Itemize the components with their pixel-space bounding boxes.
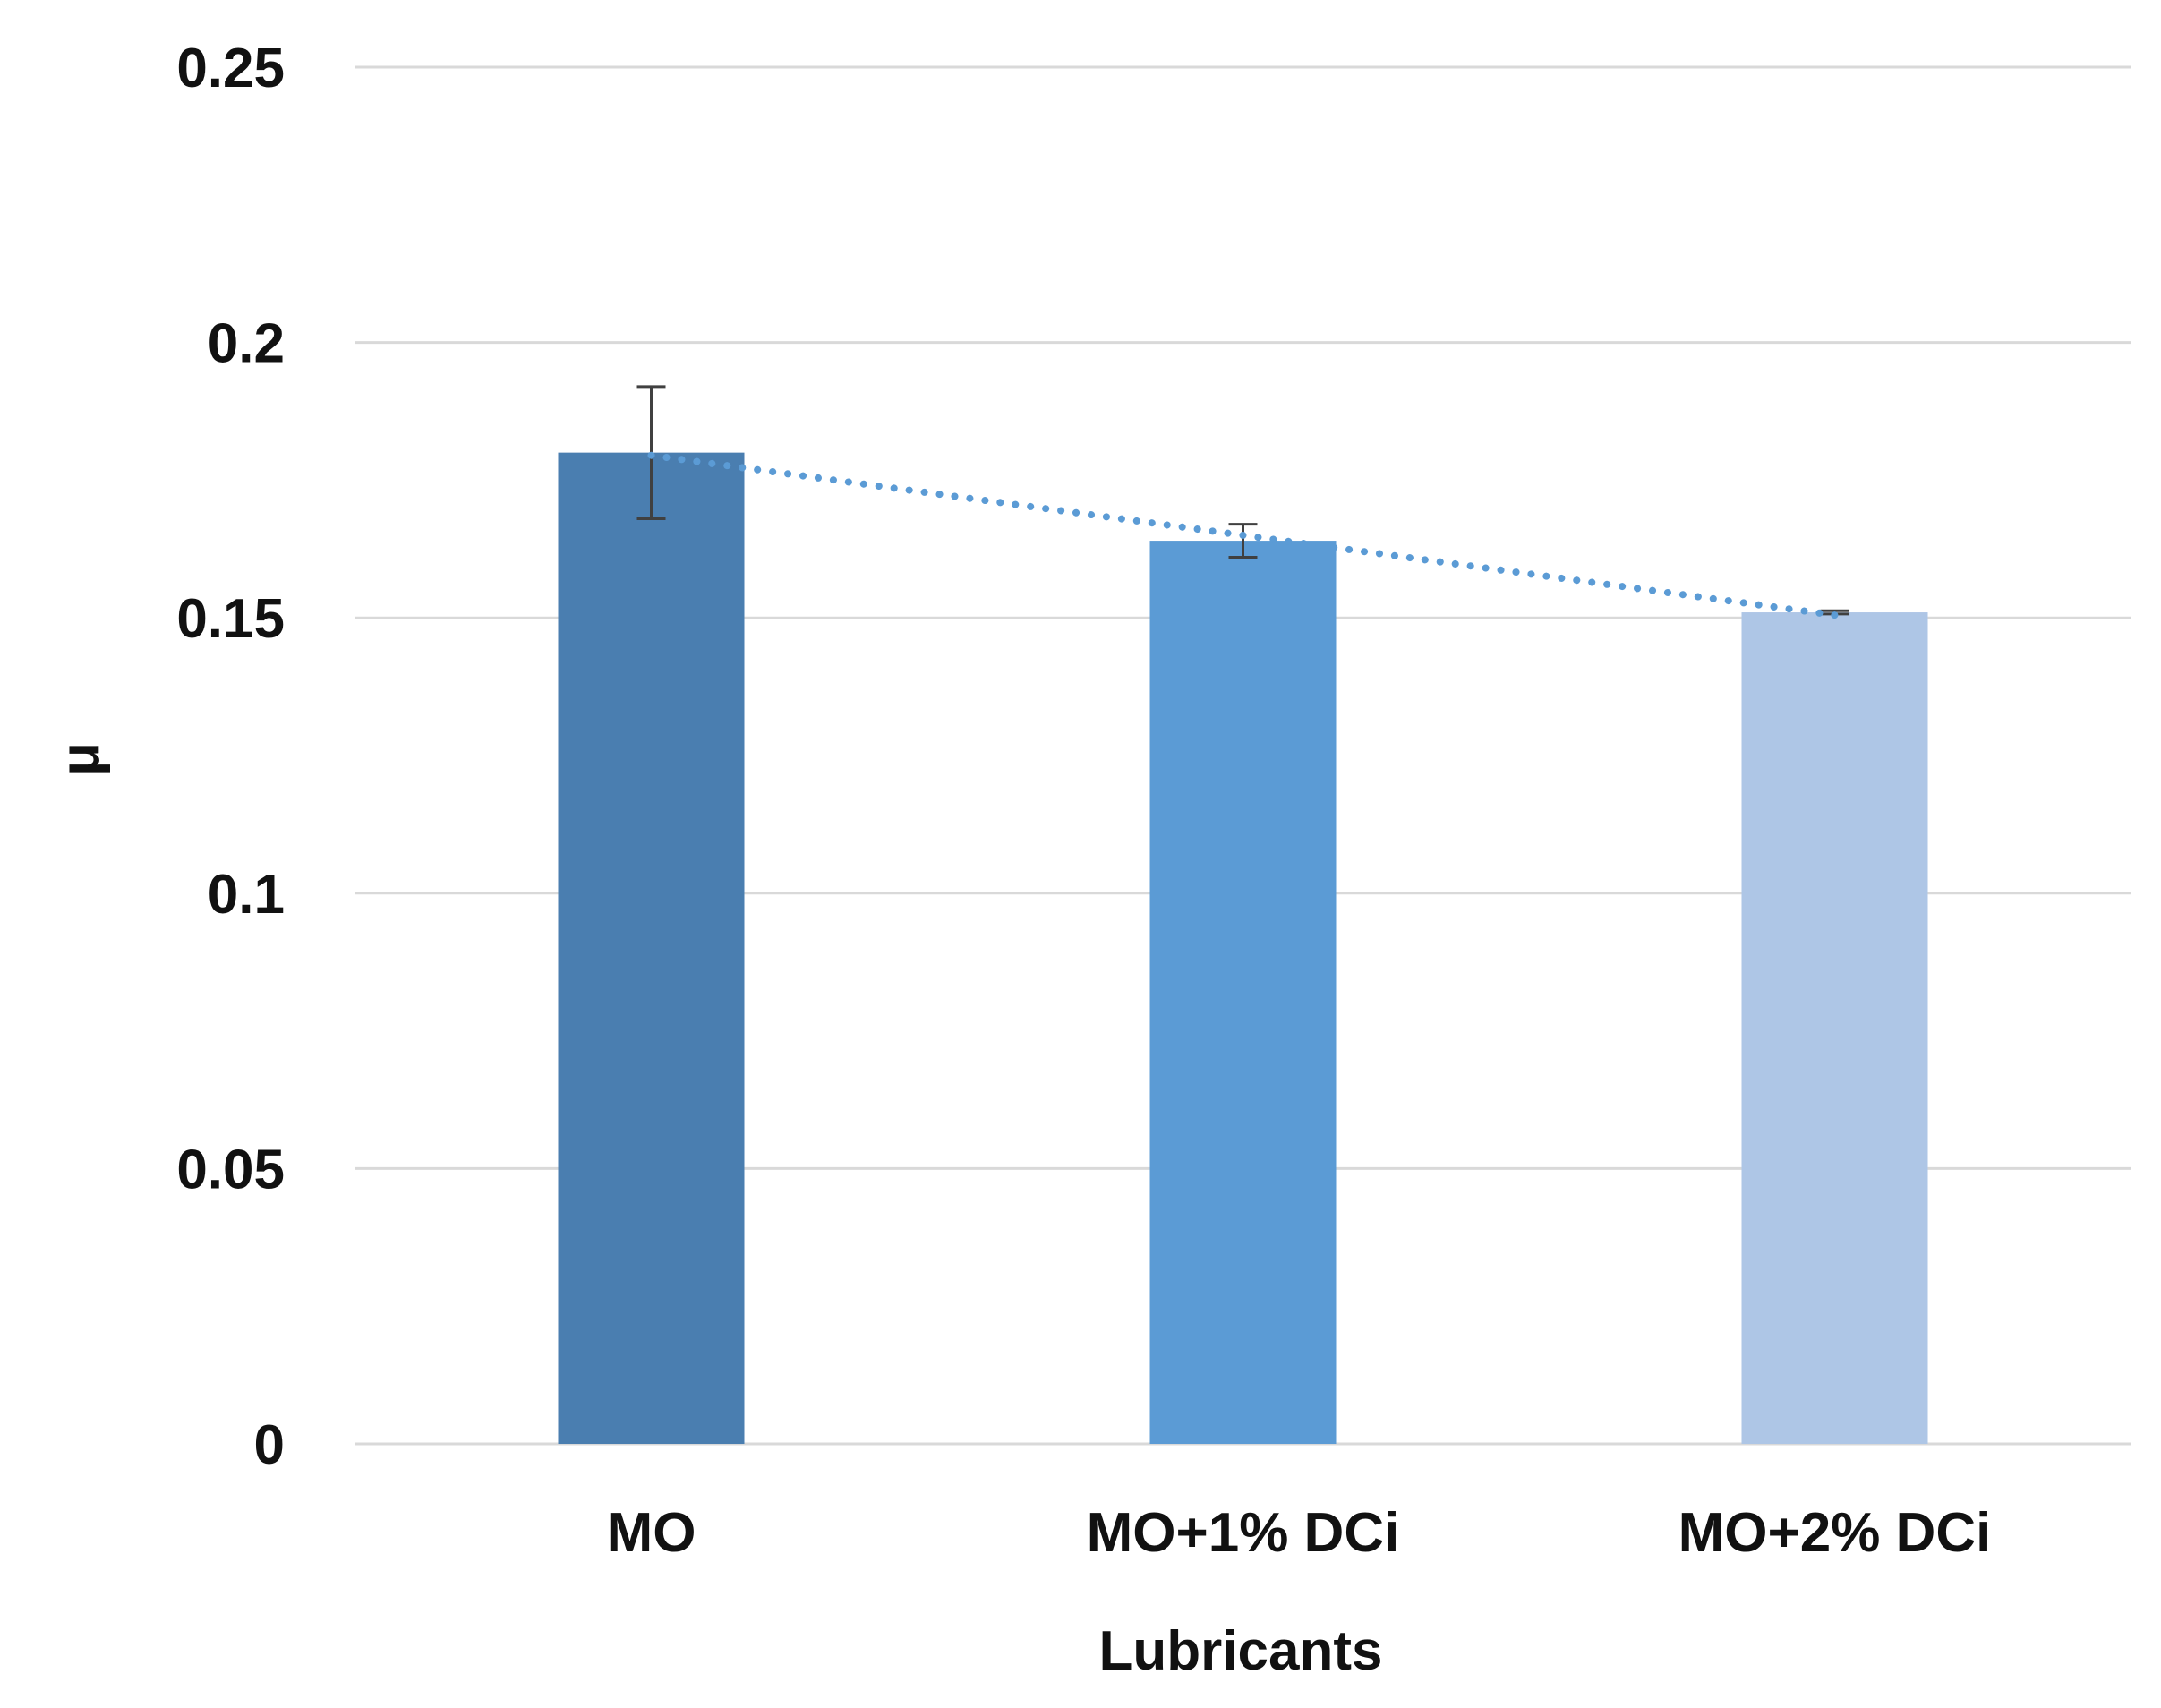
x-axis-title: Lubricants bbox=[1099, 1620, 1383, 1682]
y-tick-label: 0.1 bbox=[208, 864, 285, 926]
x-tick-label: MO bbox=[607, 1502, 696, 1564]
y-tick-label: 0.15 bbox=[176, 588, 285, 650]
bars bbox=[558, 452, 1928, 1444]
bar-mo-1-dci bbox=[1149, 541, 1337, 1444]
x-axis-tick-labels: MO MO+1% DCi MO+2% DCi bbox=[607, 1502, 1992, 1564]
y-tick-label: 0.05 bbox=[176, 1139, 285, 1200]
y-tick-label: 0.25 bbox=[176, 38, 285, 99]
y-tick-label: 0 bbox=[254, 1414, 285, 1476]
trendline-line bbox=[647, 451, 1839, 619]
x-tick-label: MO+2% DCi bbox=[1678, 1502, 1992, 1564]
trendline bbox=[647, 451, 1839, 619]
error-bar bbox=[1228, 523, 1258, 559]
y-tick-label: 0.2 bbox=[208, 313, 285, 375]
y-axis-tick-labels: 0 0.05 0.1 0.15 0.2 0.25 bbox=[176, 38, 285, 1476]
bar-mo-2-dci bbox=[1741, 612, 1928, 1444]
bar-mo bbox=[558, 452, 745, 1444]
y-axis-title: μ bbox=[49, 742, 111, 776]
x-tick-label: MO+1% DCi bbox=[1087, 1502, 1400, 1564]
